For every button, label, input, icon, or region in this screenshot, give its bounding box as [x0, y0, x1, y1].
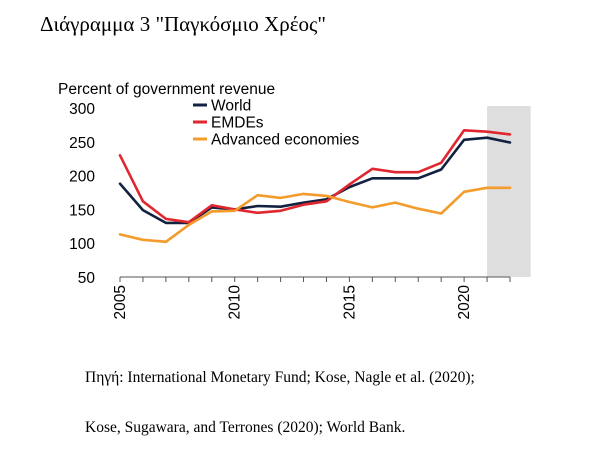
legend-label: World: [211, 98, 251, 115]
source-line-1: Πηγή: International Monetary Fund; Kose,…: [85, 369, 475, 386]
y-tick-label: 150: [69, 202, 95, 219]
series-line-emdes: [118, 129, 512, 224]
x-tick-label: 2015: [341, 285, 358, 319]
line-chart: 50 100 150 200 250 300 2005 2010 2015 2020 Perce…: [58, 81, 531, 320]
x-tick-label: 2020: [456, 285, 473, 320]
legend-label: Advanced economies: [211, 132, 359, 149]
y-tick-label: 50: [78, 270, 96, 287]
source-line-2: Kose, Sugawara, and Terrones (2020); Wor…: [85, 419, 406, 436]
x-axis-tick-labels: 2005 2010 2015 2020: [112, 285, 473, 320]
x-tick-label: 2010: [227, 285, 244, 320]
y-tick-label: 200: [69, 169, 95, 186]
y-tick-label: 250: [69, 135, 95, 152]
chart: 50 100 150 200 250 300 2005 2010 2015 2020 Perce…: [58, 81, 531, 320]
y-tick-label: 100: [69, 236, 95, 253]
series-line-advanced-economies: [118, 186, 512, 244]
legend-label: EMDEs: [211, 115, 264, 132]
figure-caption: Διάγραμμα 3 "Παγκόσμιο Χρέος": [40, 12, 326, 36]
series-line-world: [118, 136, 512, 225]
x-tick-label: 2005: [112, 285, 129, 319]
series-lines: [118, 129, 512, 244]
y-tick-label: 300: [69, 101, 95, 118]
chart-title: Percent of government revenue: [58, 81, 275, 98]
y-axis-tick-labels: 50 100 150 200 250 300: [69, 101, 95, 287]
x-axis-tick-marks: [119, 277, 511, 282]
